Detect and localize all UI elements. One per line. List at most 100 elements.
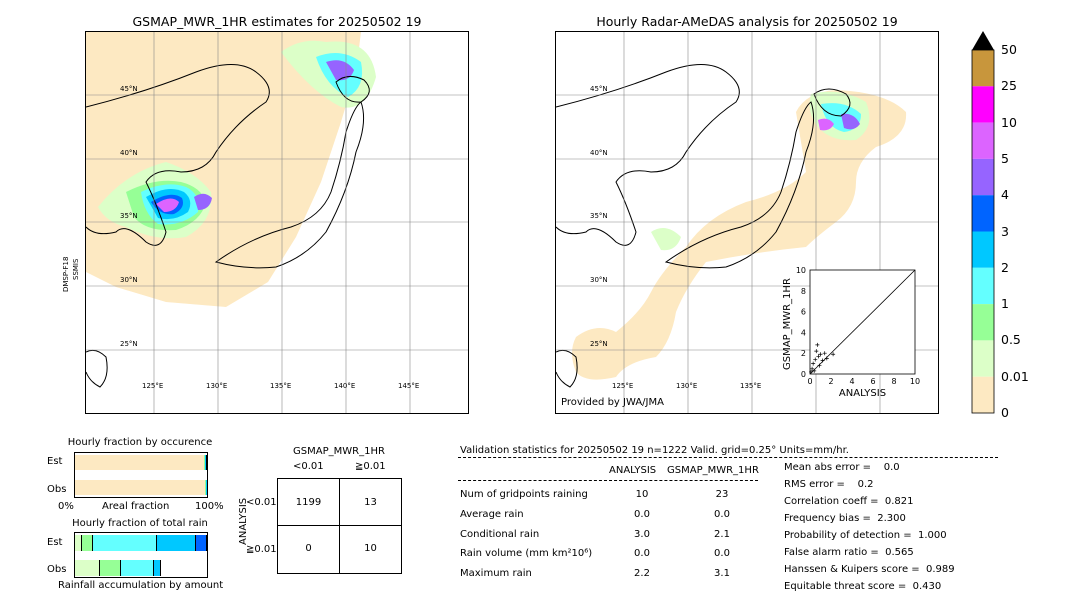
totalrain-segment [121,560,155,576]
scatter-ytick: 10 [796,266,806,275]
scatter-point [810,366,815,371]
stats-col-analysis: ANALYSIS [609,465,657,476]
totalrain-segment [196,535,207,551]
scatter-ticks: 0 2 4 6 8 10 0 2 4 6 8 10 [796,266,920,386]
stats-col-gsmap: GSMAP_MWR_1HR [667,465,759,476]
stats-row-gsmap: 23 [715,489,729,500]
scatter-point [814,349,819,354]
totalrain-obs-bar [75,560,207,576]
right-lat-40: 40°N [590,149,608,157]
radar-coastline-japan [664,101,815,269]
radar-coastline-hokkaido [813,88,851,117]
scatter-point [824,356,829,361]
stats-row-label: Conditional rain [460,529,540,540]
totalrain-est-bar [75,535,207,551]
totalrain-segment [75,535,82,551]
totalrain-xlabel: Rainfall accumulation by amount [58,580,224,591]
colorbar-label: 5 [1001,150,1009,166]
coastline-asia [86,64,270,246]
right-map-grid [556,32,938,413]
rain-area-north-violet [326,60,354,81]
colorbar-label: 0.01 [1001,368,1029,384]
scatter-ytick: 2 [801,349,806,358]
left-map-grid [86,32,468,413]
scatter-xtick: 4 [849,377,854,386]
left-lon-130: 130°E [206,382,228,390]
scatter-point [818,352,823,357]
right-lon-130: 130°E [676,382,698,390]
scatter-point [822,351,827,356]
left-map: 45°N 40°N 35°N 30°N 25°N 125°E 130°E 135… [85,31,469,414]
radar-rain-kyushu [651,228,681,251]
occurrence-segment [203,455,206,470]
right-lat-30: 30°N [590,276,608,284]
contingency-row-lt: <0.01 [246,497,277,508]
totalrain-segment [75,560,101,576]
credit-text: Provided by JWA/JMA [561,397,664,408]
score-far: False alarm ratio = 0.565 [784,547,914,558]
scatter-xtick: 8 [891,377,896,386]
colorbar-top-arrow [972,31,994,50]
totalrain-segment [156,535,197,551]
stats-header: Validation statistics for 20250502 19 n=… [460,445,849,456]
scatter-point [811,361,816,366]
stats-row-analysis: 3.0 [634,529,650,540]
scatter-diagonal [809,269,916,375]
occurrence-title: Hourly fraction by occurence [67,437,213,448]
radar-coastline-taiwan [556,349,578,388]
left-side-label-2: SSMIS [72,258,80,280]
scatter-point [816,354,821,359]
occurrence-obs-label: Obs [47,484,67,495]
stats-divider-mid [458,480,758,481]
stats-row-gsmap: 0.0 [714,509,730,520]
left-lat-45: 45°N [120,85,138,93]
stats-divider-top [458,457,998,458]
colorbar-label: 50 [1001,42,1017,57]
left-lat-35: 35°N [120,212,138,220]
colorbar-cell [972,158,994,196]
scatter-points [809,342,836,374]
scatter-ylabel: GSMAP_MWR_1HR [782,278,793,370]
left-lon-140: 140°E [334,382,356,390]
contingency-title: GSMAP_MWR_1HR [293,446,385,457]
scatter-point [812,368,817,373]
occurrence-segment [75,480,206,495]
scatter-xtick: 0 [807,377,812,386]
colorbar-cells [972,50,994,413]
colorbar-label: 4 [1001,187,1009,203]
colorbar-svg [971,31,995,414]
colorbar-cell [972,340,994,377]
left-map-title: GSMAP_MWR_1HR estimates for 20250502 19 [132,14,422,29]
score-corr: Correlation coeff = 0.821 [784,496,914,507]
left-lon-145: 145°E [398,382,420,390]
totalrain-segment [154,560,161,576]
colorbar-label: 1 [1001,296,1009,312]
score-ets: Equitable threat score = 0.430 [784,581,942,592]
scatter-xtick: 6 [870,377,875,386]
right-lat-25: 25°N [590,340,608,348]
scatter-xtick: 10 [910,377,920,386]
cell-miss: 0 [305,543,312,554]
rain-area-violet [194,193,212,210]
right-map-title: Hourly Radar-AMeDAS analysis for 2025050… [596,14,898,29]
occurrence-segment [205,480,207,495]
colorbar-label: 0 [1001,405,1009,420]
stats-row-analysis: 0.0 [634,509,650,520]
satellite-swath [86,32,361,307]
occurrence-est-label: Est [47,456,63,467]
right-lon-125: 125°E [612,382,634,390]
colorbar-label: 10 [1001,114,1017,130]
colorbar-cell [972,267,994,305]
scatter-ytick: 6 [801,308,806,317]
score-rmse: RMS error = 0.2 [784,479,874,490]
colorbar-cell [972,376,994,413]
contingency-vline [339,479,340,573]
scatter-point [813,357,818,362]
occurrence-segment [75,455,204,470]
left-lat-40: 40°N [120,149,138,157]
stats-row-label: Num of gridpoints raining [460,489,588,500]
stats-row-gsmap: 2.1 [714,529,730,540]
coastline-taiwan [86,349,108,388]
right-lon-135: 135°E [740,382,762,390]
colorbar: 50 25 10 5 4 3 2 1 0.5 0.01 0 [965,28,1035,420]
